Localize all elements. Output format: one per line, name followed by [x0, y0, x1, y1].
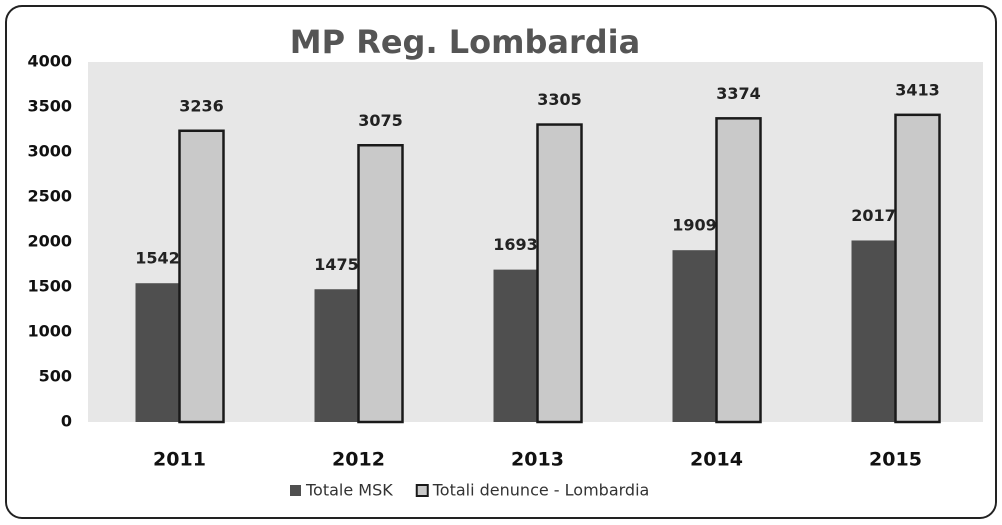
- bar: [314, 289, 359, 422]
- bar: [715, 117, 762, 424]
- y-tick-label: 4000: [27, 52, 72, 71]
- value-label: 2017: [851, 206, 896, 225]
- value-label: 3374: [716, 84, 761, 103]
- bar: [135, 283, 180, 422]
- value-label: 3075: [358, 111, 403, 130]
- value-label: 3413: [895, 80, 940, 99]
- y-tick-label: 0: [61, 412, 72, 431]
- y-tick-label: 3000: [27, 142, 72, 161]
- value-label: 1542: [135, 249, 180, 268]
- y-tick-label: 1500: [27, 277, 72, 296]
- x-tick-label: 2015: [869, 449, 922, 471]
- value-label: 1909: [672, 216, 717, 235]
- legend-label: Totali denunce - Lombardia: [432, 481, 650, 500]
- x-tick-label: 2014: [690, 449, 743, 471]
- y-tick-label: 3500: [27, 97, 72, 116]
- y-tick-label: 2500: [27, 187, 72, 206]
- bar: [178, 129, 225, 424]
- x-tick-label: 2012: [332, 449, 385, 471]
- bar: [536, 123, 583, 424]
- x-tick-label: 2011: [153, 449, 206, 471]
- value-label: 1693: [493, 235, 538, 254]
- bar: [851, 240, 896, 422]
- y-tick-label: 500: [39, 367, 72, 386]
- bar: [672, 250, 717, 422]
- y-tick-label: 1000: [27, 322, 72, 341]
- x-tick-label: 2013: [511, 449, 564, 471]
- bar: [894, 113, 941, 424]
- legend-swatch: [290, 485, 301, 496]
- value-label: 3236: [179, 96, 224, 115]
- chart-title: MP Reg. Lombardia: [290, 23, 640, 61]
- legend-swatch: [415, 484, 429, 497]
- legend-label: Totale MSK: [305, 481, 393, 500]
- bar: [357, 144, 404, 424]
- y-tick-label: 2000: [27, 232, 72, 251]
- value-label: 1475: [314, 255, 359, 274]
- bar: [493, 269, 538, 422]
- value-label: 3305: [537, 90, 582, 109]
